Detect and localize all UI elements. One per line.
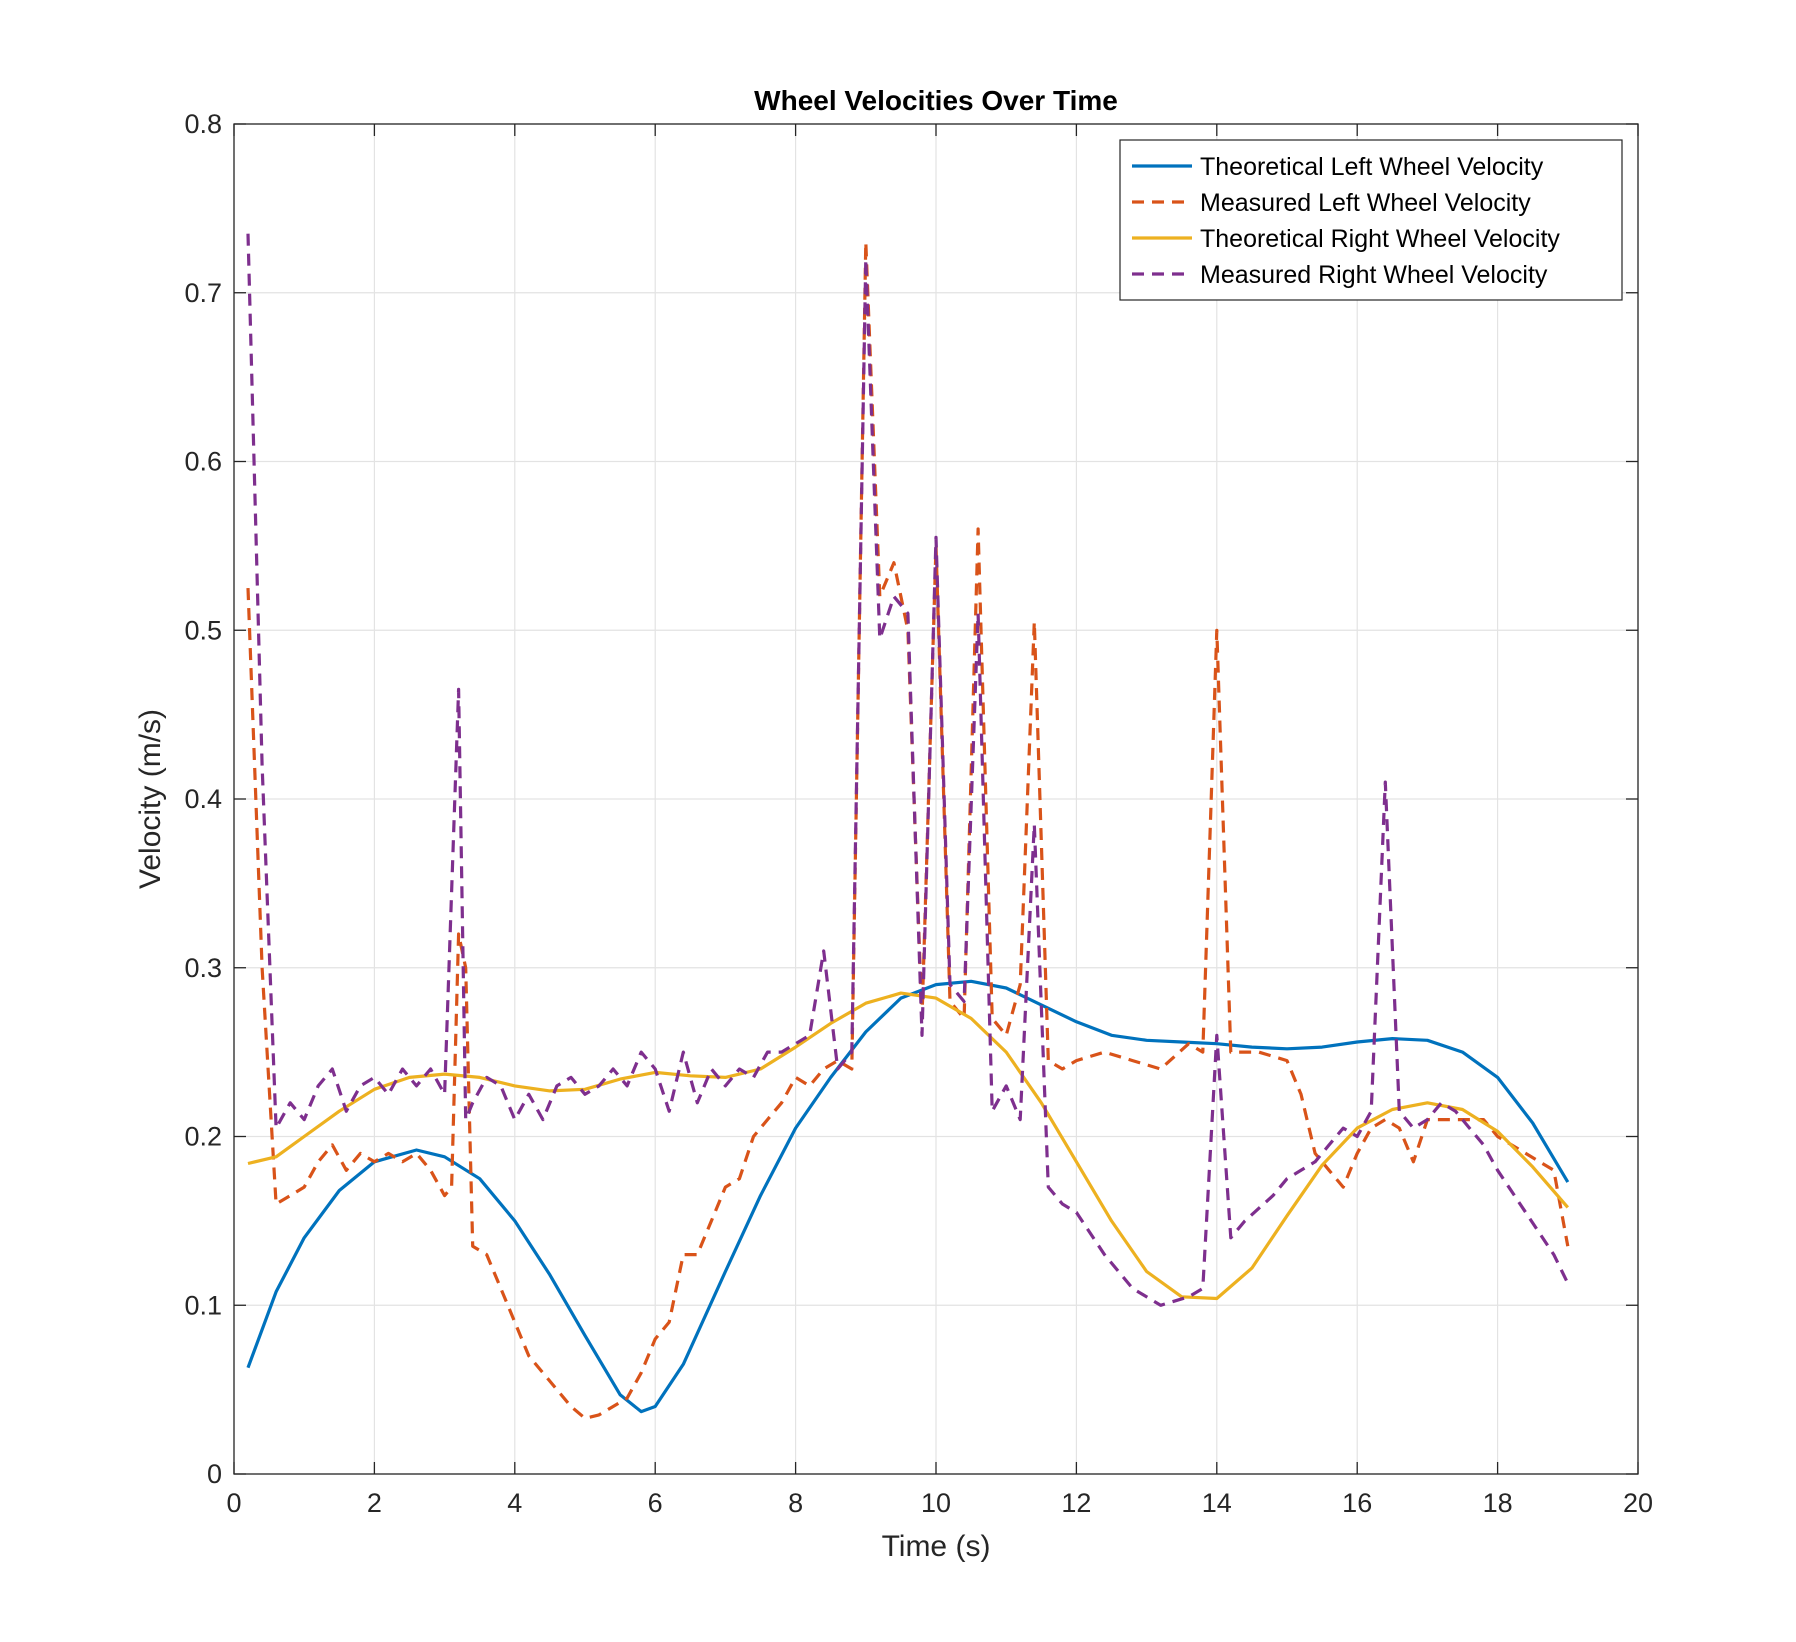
legend: Theoretical Left Wheel Velocity Measured …	[1119, 139, 1623, 301]
y-tick-label: 0.6	[184, 447, 222, 477]
tick-labels: 0 2 4 6 8 10 12 14 16 18 20 0 0.1 0.2 0.3 0.4 0.5 0.6 0.7 0…	[184, 109, 1653, 1518]
y-tick-label: 0.5	[184, 615, 222, 645]
chart-title: Wheel Velocities Over Time	[754, 85, 1118, 116]
x-tick-label: 10	[921, 1488, 951, 1518]
x-axis-label: Time (s)	[882, 1530, 991, 1563]
x-tick-label: 4	[507, 1488, 522, 1518]
legend-box	[1119, 139, 1623, 301]
y-tick-label: 0.3	[184, 953, 222, 983]
x-tick-label: 12	[1061, 1488, 1091, 1518]
grid	[233, 123, 1639, 1475]
series-lines	[246, 233, 1570, 1420]
axes	[233, 123, 1639, 1475]
series-line-measured-left-wheel-velocity	[246, 240, 1570, 1420]
legend-entry-label: Measured Right Wheel Velocity	[1200, 261, 1548, 289]
x-tick-label: 0	[226, 1488, 241, 1518]
y-tick-label: 0.1	[184, 1290, 222, 1320]
x-tick-label: 6	[648, 1488, 663, 1518]
y-tick-label: 0.8	[184, 109, 222, 139]
series-line-measured-right-wheel-velocity	[246, 233, 1570, 1307]
legend-entry-label: Theoretical Left Wheel Velocity	[1200, 153, 1544, 181]
series-line-theoretical-left-wheel-velocity	[246, 979, 1570, 1414]
y-tick-label: 0.2	[184, 1122, 222, 1152]
y-tick-label: 0	[207, 1459, 222, 1489]
y-axis-label: Velocity (m/s)	[134, 709, 167, 889]
x-tick-label: 14	[1202, 1488, 1232, 1518]
x-tick-label: 20	[1623, 1488, 1653, 1518]
x-tick-label: 16	[1342, 1488, 1372, 1518]
x-tick-label: 2	[367, 1488, 382, 1518]
legend-entry-label: Measured Left Wheel Velocity	[1200, 189, 1531, 217]
series-line-theoretical-right-wheel-velocity	[247, 991, 1570, 1301]
y-tick-label: 0.7	[184, 278, 222, 308]
x-tick-label: 18	[1483, 1488, 1513, 1518]
legend-entry-label: Theoretical Right Wheel Velocity	[1200, 225, 1560, 253]
y-tick-label: 0.4	[184, 784, 222, 814]
x-tick-label: 8	[788, 1488, 803, 1518]
